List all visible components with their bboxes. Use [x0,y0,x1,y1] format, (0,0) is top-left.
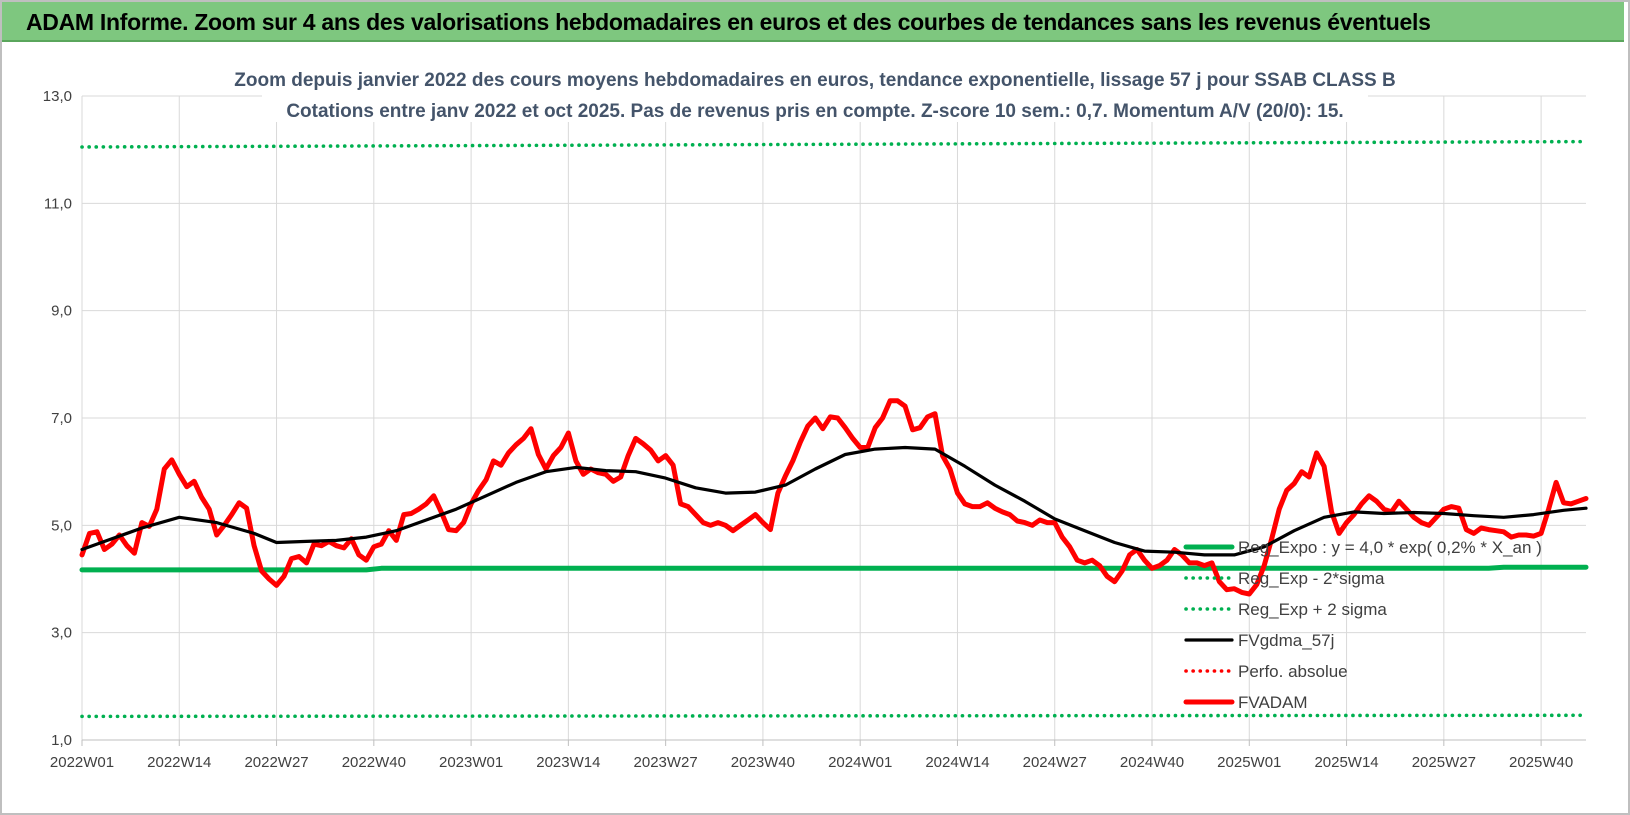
chart-title-line-2: Cotations entre janv 2022 et oct 2025. P… [286,101,1343,122]
series-line-3 [80,445,1588,557]
x-tick-label: 2024W01 [828,754,892,771]
series-line-0 [79,564,1589,573]
legend-label: Reg_Exp + 2 sigma [1238,600,1387,619]
chart-title-line-1: Zoom depuis janvier 2022 des cours moyen… [234,70,1395,91]
series-line-2 [80,139,1588,149]
y-tick-label: 5,0 [51,517,72,534]
report-title: ADAM Informe. Zoom sur 4 ans des valoris… [26,9,1431,35]
chart-title-background [262,60,1368,122]
y-tick-label: 13,0 [43,88,72,105]
x-tick-label: 2022W14 [147,754,211,771]
chart-legend: Reg_Expo : y = 4,0 * exp( 0,2% * X_an ) R… [1183,538,1542,712]
x-tick-label: 2023W40 [731,754,795,771]
x-tick-label: 2023W27 [634,754,698,771]
y-tick-label: 3,0 [51,625,72,642]
y-axis-tick-labels: 1,0 3,0 5,0 7,0 9,0 11,0 13,0 [43,88,72,749]
y-tick-label: 11,0 [44,195,72,212]
report-header: ADAM Informe. Zoom sur 4 ans des valoris… [2,2,1624,42]
chart-gridlines [81,95,1586,746]
legend-label: Reg_Exp - 2*sigma [1238,569,1385,588]
x-tick-label: 2025W27 [1412,754,1476,771]
y-tick-label: 7,0 [51,410,72,427]
x-tick-label: 2025W40 [1509,754,1573,771]
legend-label: FVgdma_57j [1238,631,1334,650]
x-tick-label: 2024W40 [1120,754,1184,771]
chart-series [79,139,1589,719]
series-line-1 [80,713,1588,719]
x-axis-tick-labels: 2022W01 2022W14 2022W27 2022W40 2023W01 2023W… [50,754,1573,771]
x-tick-label: 2022W01 [50,754,114,771]
series-line-5 [79,398,1589,597]
x-tick-label: 2022W40 [342,754,406,771]
x-tick-label: 2022W27 [244,754,308,771]
legend-label: Reg_Expo : y = 4,0 * exp( 0,2% * X_an ) [1238,538,1542,557]
x-tick-label: 2024W27 [1023,754,1087,771]
x-tick-label: 2023W14 [536,754,600,771]
x-tick-label: 2025W14 [1314,754,1378,771]
legend-label: Perfo. absolue [1238,662,1348,681]
legend-label: FVADAM [1238,693,1308,712]
x-tick-label: 2025W01 [1217,754,1281,771]
x-tick-label: 2023W01 [439,754,503,771]
x-tick-label: 2024W14 [925,754,989,771]
y-tick-label: 9,0 [51,303,72,320]
y-tick-label: 1,0 [51,732,72,749]
